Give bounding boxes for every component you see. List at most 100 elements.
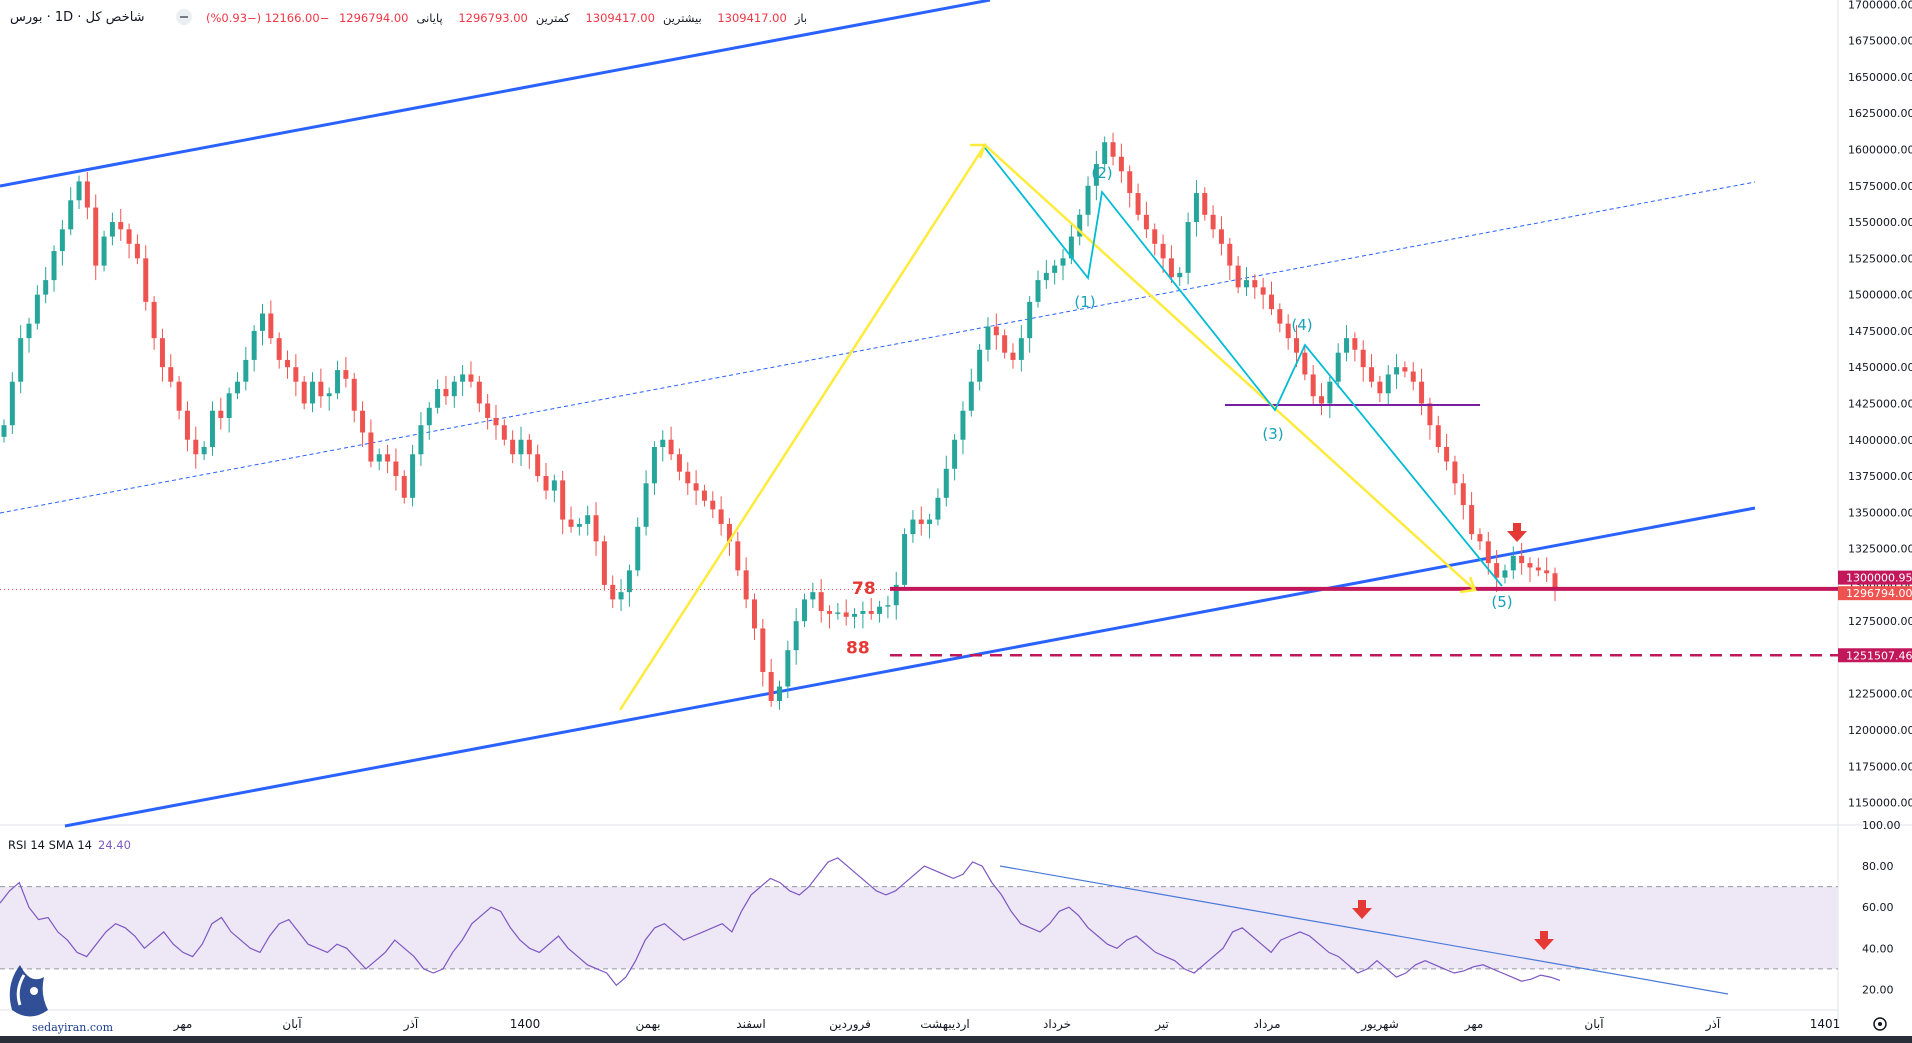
candle [551, 474, 557, 503]
candle [1394, 354, 1400, 389]
price-tick-label: 1325000.00 [1848, 543, 1912, 556]
close-group: پایانی1296794.00 [338, 11, 443, 25]
candle [1419, 368, 1425, 416]
candle [743, 557, 749, 609]
candle [1102, 136, 1108, 170]
candle [685, 462, 691, 495]
price-tick-label: 1225000.00 [1848, 688, 1912, 701]
candle [668, 426, 674, 461]
candle [26, 317, 32, 353]
candle [910, 510, 916, 543]
candle [1260, 277, 1266, 310]
candle [1510, 546, 1516, 580]
candle [1485, 531, 1491, 575]
candle [852, 608, 858, 629]
time-tick-label: 1400 [510, 1017, 541, 1031]
price-tick-label: 1500000.00 [1848, 289, 1912, 302]
candle [693, 470, 699, 506]
candle [893, 571, 899, 620]
candle [626, 564, 632, 607]
gear-icon[interactable] [1873, 1017, 1887, 1031]
time-tick-label: اسفند [736, 1017, 765, 1031]
candle [59, 219, 65, 266]
candle [451, 375, 457, 408]
candle [760, 618, 766, 687]
candle [1477, 528, 1483, 551]
candle [193, 426, 199, 469]
candle [226, 387, 232, 433]
candle [977, 343, 983, 391]
last-price-tag: 1296794.00 [1846, 587, 1912, 600]
rsi-down-arrow-1 [1352, 900, 1372, 919]
rsi-value: 24.40 [98, 838, 131, 852]
low-value: 1296793.00 [458, 11, 528, 25]
candle [1410, 362, 1416, 391]
symbol-title[interactable]: شاخص کل · 1D · بورس [10, 10, 145, 25]
candle [1093, 150, 1099, 201]
candle [1452, 455, 1458, 495]
candle [460, 365, 466, 397]
candle [1185, 212, 1191, 285]
open-value: 1309417.00 [717, 11, 787, 25]
change-value: −12166.00 (−0.93%) [206, 11, 330, 25]
candle [1218, 216, 1224, 256]
candle [159, 328, 165, 382]
high-value: 1309417.00 [585, 11, 655, 25]
candle [510, 430, 516, 463]
candle [493, 404, 499, 440]
wave-label: (1) [1074, 293, 1095, 311]
impulse-arrow-bottom [1459, 576, 1477, 594]
candle [1018, 325, 1024, 372]
candle [927, 513, 933, 539]
candle [435, 379, 441, 414]
candle [1168, 245, 1174, 284]
candle [385, 444, 391, 474]
price-tick-label: 1675000.00 [1848, 35, 1912, 48]
candle [109, 212, 115, 246]
candle [935, 488, 941, 526]
candle [1027, 296, 1033, 353]
candle [585, 505, 591, 536]
candle [393, 448, 399, 491]
candle [726, 518, 732, 556]
candle [1402, 361, 1408, 378]
candle [1294, 325, 1299, 368]
candle [660, 430, 666, 462]
candle [777, 680, 782, 710]
candle [343, 357, 349, 388]
candle [835, 603, 841, 620]
candle [1143, 201, 1149, 239]
collapse-icon[interactable] [176, 9, 192, 25]
candle [476, 375, 482, 413]
price-tick-label: 1450000.00 [1848, 361, 1912, 374]
candle [1494, 550, 1500, 593]
candle [1277, 303, 1283, 333]
candle [1060, 248, 1066, 281]
candle [268, 300, 274, 344]
candle [84, 171, 90, 220]
candle [9, 372, 15, 434]
candle [426, 402, 432, 440]
candle [710, 491, 716, 519]
candle [1360, 340, 1366, 382]
candle [943, 455, 949, 507]
price-tick-label: 1650000.00 [1848, 71, 1912, 84]
candle [1344, 325, 1350, 362]
price-down-arrow [1507, 523, 1527, 542]
candle [902, 528, 908, 591]
rsi-header[interactable]: RSI 14 SMA 14 24.40 [8, 838, 131, 852]
candle [1110, 132, 1116, 166]
candle [802, 593, 808, 627]
open-group: باز1309417.00 [717, 11, 808, 25]
candle [368, 419, 374, 468]
logo-icon [9, 965, 48, 1017]
candle [960, 401, 966, 455]
time-tick-label: مرداد [1253, 1017, 1280, 1032]
candle [1, 419, 7, 443]
candle [418, 412, 424, 466]
candle [485, 394, 491, 430]
candle [1460, 473, 1466, 520]
candle [810, 582, 816, 609]
